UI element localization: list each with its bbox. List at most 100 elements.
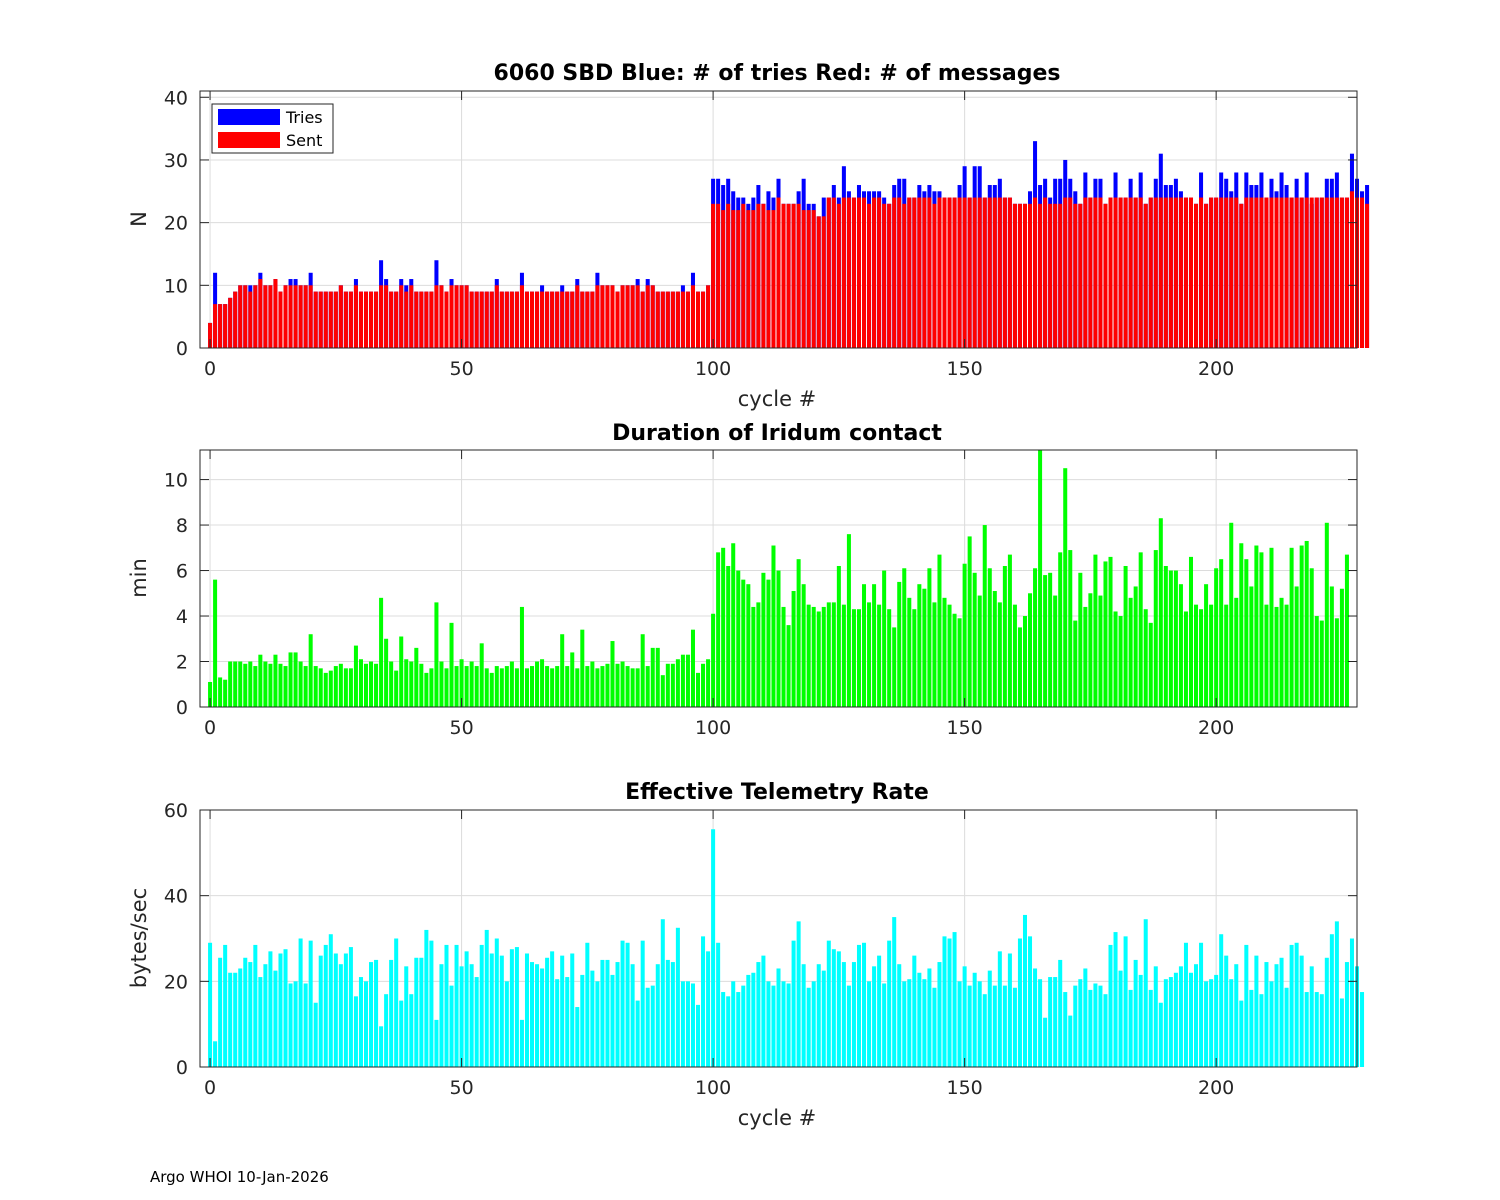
duration-bar: [555, 666, 560, 707]
tries-sent-bar: [1334, 197, 1339, 348]
duration-ytick-label: 4: [176, 606, 188, 628]
tries-sent-bar: [967, 197, 972, 348]
tries-sent-xtick-label: 100: [695, 358, 731, 380]
tries-sent-bar: [736, 210, 741, 348]
rate-bar: [917, 972, 922, 1067]
tries-sent-bar: [1083, 197, 1088, 348]
tries-sent-bar: [499, 291, 504, 348]
duration-bar: [1058, 552, 1063, 707]
rate-bar: [323, 944, 328, 1067]
rate-bar: [278, 953, 283, 1067]
rate-bar: [318, 955, 323, 1067]
duration-bar: [273, 654, 278, 707]
tries-sent-bar: [459, 285, 464, 348]
duration-bar: [404, 659, 409, 707]
rate-bar: [565, 977, 570, 1067]
rate-bar: [1304, 992, 1309, 1067]
rate-bar: [856, 944, 861, 1067]
rate-bar: [268, 951, 273, 1067]
tries-sent-bar: [620, 285, 625, 348]
rate-bar: [394, 938, 399, 1067]
rate-bar: [862, 942, 867, 1067]
rate-bar: [343, 953, 348, 1067]
rate-bar: [218, 957, 223, 1067]
rate-bar: [1178, 966, 1183, 1067]
tries-sent-bar: [655, 291, 660, 348]
tries-sent-bar: [635, 285, 640, 348]
duration-bar: [303, 666, 308, 707]
duration-bar: [308, 634, 313, 707]
duration-bar: [927, 568, 932, 707]
tries-sent-bar: [806, 210, 811, 348]
tries-sent-bar: [1007, 197, 1012, 348]
duration-bar: [746, 584, 751, 707]
rate-bar: [997, 951, 1002, 1067]
tries-sent-bar: [374, 291, 379, 348]
tries-sent-bar: [585, 291, 590, 348]
duration-bar: [575, 668, 580, 707]
duration-bar: [1199, 609, 1204, 707]
tries-sent-bar: [283, 285, 288, 348]
tries-sent-bar: [917, 197, 922, 348]
duration-bar: [766, 579, 771, 707]
rate-bar: [987, 970, 992, 1068]
rate-xtick-label: 150: [946, 1077, 982, 1099]
rate-bar: [1294, 942, 1299, 1067]
tries-sent-bar: [409, 285, 414, 348]
tries-sent-bar: [228, 297, 233, 348]
tries-sent-bar: [756, 203, 761, 348]
duration-bar: [801, 584, 806, 707]
tries-sent-bar: [1284, 197, 1289, 348]
duration-bar: [424, 672, 429, 707]
duration-bar: [1329, 586, 1334, 707]
tries-sent-bar: [892, 197, 897, 348]
rate-bar: [1314, 992, 1319, 1067]
rate-bar: [1254, 955, 1259, 1067]
tries-sent-bar: [434, 285, 439, 348]
rate-bar: [902, 981, 907, 1067]
tries-sent-bar: [293, 285, 298, 348]
rate-bar: [1093, 983, 1098, 1067]
rate-bar: [1173, 972, 1178, 1067]
tries-sent-bar: [1219, 197, 1224, 348]
tries-sent-ylabel: N: [127, 211, 151, 227]
rate-bar: [555, 979, 560, 1067]
duration-bar: [1148, 622, 1153, 707]
rate-bar: [786, 983, 791, 1067]
tries-sent-bar: [1329, 197, 1334, 348]
rate-bar: [358, 977, 363, 1067]
tries-sent-bar: [801, 210, 806, 348]
duration-bar: [605, 663, 610, 707]
rate-bar: [706, 951, 711, 1067]
rate-bar: [353, 996, 358, 1067]
rate-bar: [369, 962, 374, 1067]
duration-bar: [1133, 586, 1138, 707]
rate-bar: [897, 964, 902, 1067]
rate-bar: [524, 953, 529, 1067]
tries-sent-bar: [665, 291, 670, 348]
tries-sent-bar: [1002, 197, 1007, 348]
duration-bar: [1088, 593, 1093, 707]
tries-sent-bar: [223, 304, 228, 348]
rate-bar: [273, 970, 278, 1068]
duration-bar: [540, 659, 545, 707]
tries-sent-bar: [987, 197, 992, 348]
tries-sent-bar: [303, 285, 308, 348]
tries-sent-bar: [550, 291, 555, 348]
rate-bar: [1360, 992, 1365, 1067]
tries-sent-bar: [836, 203, 841, 348]
duration-bar: [328, 670, 333, 707]
duration-bar: [454, 666, 459, 707]
tries-sent-bar: [982, 197, 987, 348]
duration-bar: [545, 666, 550, 707]
tries-sent-bar: [856, 197, 861, 348]
rate-xtick-label: 50: [449, 1077, 473, 1099]
rate-bar: [1204, 981, 1209, 1067]
duration-bar: [570, 652, 575, 707]
tries-sent-bar: [751, 210, 756, 348]
tries-sent-bar: [831, 197, 836, 348]
duration-bar: [701, 663, 706, 707]
tries-sent-bar: [932, 203, 937, 348]
duration-bar: [469, 661, 474, 707]
rate-bar: [444, 944, 449, 1067]
